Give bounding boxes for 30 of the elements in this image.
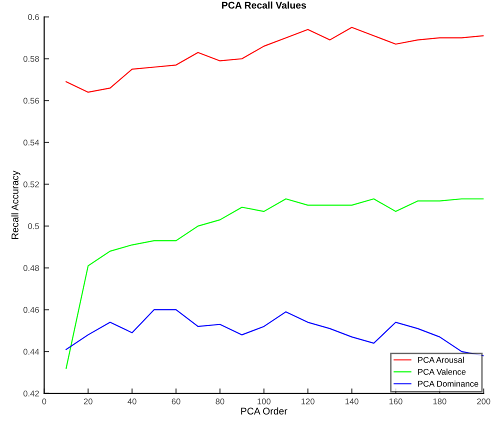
y-tick-label: 0.42 — [23, 390, 39, 396]
line-series — [66, 26, 484, 93]
legend-label: PCA Arousal — [418, 356, 464, 363]
chart-title: PCA Recall Values — [222, 2, 306, 9]
x-tick-label: 180 — [433, 398, 446, 404]
y-tick-label: 0.44 — [23, 348, 40, 355]
y-tick-label: 0.54 — [23, 140, 40, 146]
y-tick-label: 0.56 — [23, 98, 39, 104]
y-tick-label: 0.48 — [23, 265, 39, 271]
y-tick-label: 0.5 — [28, 223, 39, 230]
x-tick-label: 140 — [345, 398, 358, 404]
y-tick-label: 0.6 — [28, 14, 39, 20]
y-tick-label: 0.58 — [23, 56, 39, 62]
x-tick-label: 0 — [42, 398, 46, 404]
y-axis-title: Recall Accuracy — [11, 170, 20, 239]
legend-label: PCA Valence — [418, 368, 466, 375]
x-tick-label: 200 — [477, 398, 490, 404]
x-tick-label: 60 — [172, 398, 180, 404]
x-tick-label: 100 — [258, 398, 271, 404]
line-series — [66, 309, 484, 356]
legend-label: PCA Dominance — [418, 380, 478, 387]
x-tick-label: 80 — [216, 398, 224, 404]
x-tick-label: 20 — [84, 398, 92, 404]
x-tick-label: 160 — [389, 398, 402, 404]
y-tick-label: 0.52 — [23, 181, 39, 188]
line-series — [66, 198, 484, 369]
x-tick-label: 120 — [302, 398, 314, 404]
y-tick-label: 0.46 — [23, 306, 39, 313]
x-axis-title: PCA Order — [241, 407, 288, 415]
x-tick-label: 40 — [128, 398, 136, 404]
